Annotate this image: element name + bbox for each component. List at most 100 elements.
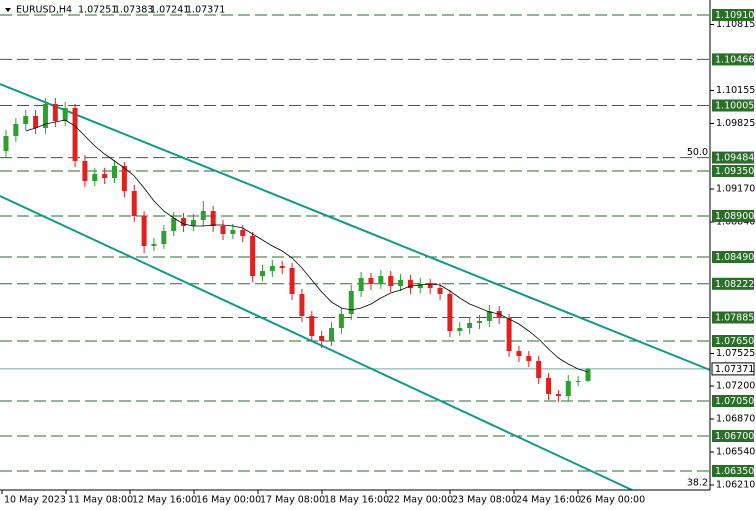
candle-body [447,294,453,331]
level-label-bg [712,311,754,324]
fib-label: 38.2 [687,478,708,489]
candle-body [437,288,443,294]
level-label: 1.07650 [715,336,754,347]
header-open: 1.07251 [78,5,117,16]
candle-body [348,291,354,314]
candle-body [220,226,226,234]
y-tick-label: 1.07525 [716,348,755,359]
x-tick-label: 12 May 16:00 [132,495,197,506]
candle-body [131,191,137,216]
y-tick-label: 1.09825 [716,118,755,129]
candle-body [417,284,423,288]
level-label: 1.06700 [715,431,754,442]
fib-label: 50.0 [687,147,708,158]
candle-body [526,356,532,361]
candle-body [200,211,206,220]
menu-arrow[interactable] [5,8,11,12]
candle-body [112,166,118,178]
level-label-bg [712,277,754,290]
candle-body [210,211,216,226]
level-label: 1.10005 [715,101,754,112]
level-label-bg [712,465,754,477]
y-tick-label: 1.06540 [716,447,755,458]
header-high: 1.07383 [114,5,153,16]
header-low: 1.07241 [150,5,189,16]
candle-body [33,116,39,128]
candle-body [289,268,295,294]
candle-body [279,266,285,268]
candle-body [259,271,265,276]
candle-body [546,378,552,394]
candle-body [250,236,256,276]
candle-body [516,351,522,356]
candle-body [230,230,236,234]
level-label: 1.10910 [715,10,754,21]
candle-body [13,124,19,136]
price-label-bg [711,362,755,376]
candle-body [368,278,374,284]
candle-body [3,136,9,151]
candle-body [82,161,88,181]
y-tick-label: 1.06210 [716,480,755,491]
candle-body [467,323,473,328]
candle-body [121,166,127,191]
candle-body [181,218,187,226]
candle-body [565,381,571,396]
plot-layer: 50.0 38.2 [3,98,708,489]
candle-body [52,104,58,121]
candle-body [141,216,147,246]
candle-body [555,394,561,396]
y-tick-label: 1.06870 [716,414,755,425]
level-label: 1.07885 [715,313,754,324]
x-tick-label: 23 May 08:00 [452,495,517,506]
header: EURUSD,H4 1.07251 1.07383 1.07241 1.0737… [5,5,225,16]
candle-body [575,381,581,382]
level-label: 1.08900 [715,211,754,222]
level-label: 1.08490 [715,252,754,263]
candle-body [358,278,364,291]
channel-upper [0,83,711,371]
candle-body [486,311,492,321]
candle-body [269,266,275,271]
candle-body [506,318,512,351]
level-label-bg [712,251,754,263]
level-label: 1.06350 [715,466,754,477]
candle-body [476,321,482,323]
candle-body [72,108,78,161]
level-label-bg [712,210,754,222]
candle-body [161,231,167,244]
candle-body [457,328,463,331]
price-label: 1.07371 [715,364,754,375]
candle-body [102,174,108,178]
candle-body [319,336,325,341]
x-tick-label: 24 May 16:00 [516,495,581,506]
level-label-bg [712,9,754,21]
channel-lower [0,195,633,491]
level-label: 1.10466 [715,54,754,65]
candle-body [427,284,433,288]
candle-body [585,368,591,381]
candle-body [92,174,98,181]
candle-body [378,276,384,284]
level-label-bg [712,335,754,347]
candle-body [536,361,542,378]
candle-body [388,276,394,286]
axis-layer: 1.108151.101551.098251.091701.088401.075… [1,9,755,506]
candle-body [62,108,68,121]
x-tick-label: 26 May 00:00 [580,495,645,506]
candle-body [338,314,344,328]
candle-body [151,244,157,246]
x-tick-label: 18 May 16:00 [324,495,389,506]
candle-body [309,316,315,336]
level-label-bg [712,53,754,66]
y-tick-label: 1.10155 [716,85,755,96]
candle-body [42,104,48,128]
symbol: EURUSD,H4 [16,5,72,16]
candle-body [190,220,196,226]
level-label-bg [712,99,754,112]
level-label-bg [712,430,754,442]
moving-average [25,119,589,373]
level-label-bg [712,165,754,177]
candle-body [407,280,413,288]
y-tick-label: 1.09170 [716,184,755,195]
